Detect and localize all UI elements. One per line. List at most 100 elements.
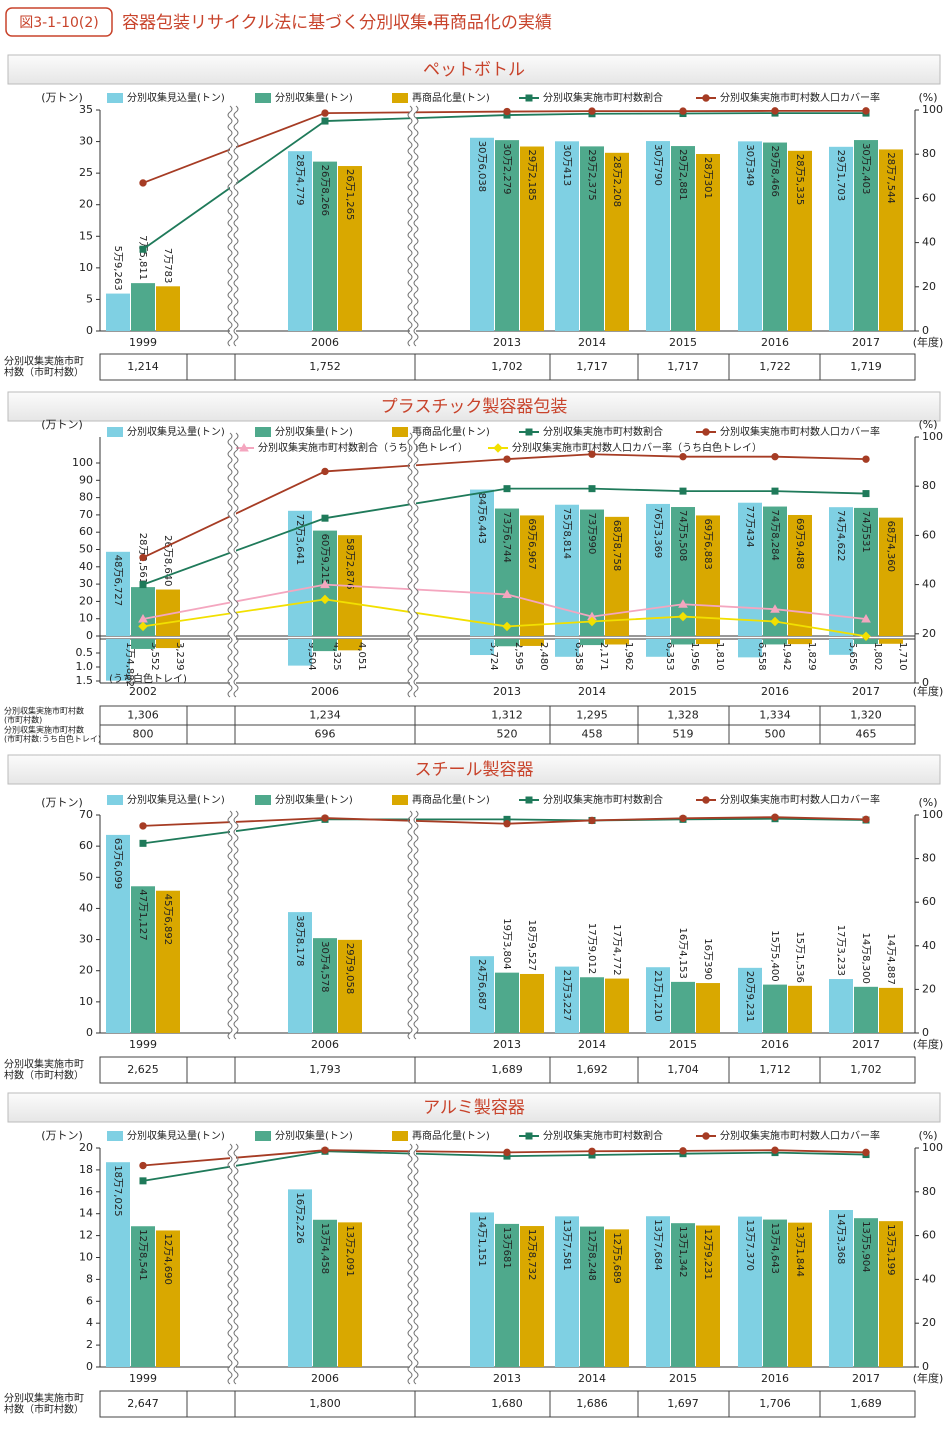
line-point — [588, 107, 596, 115]
legend-label: 分別収集量(トン) — [275, 91, 353, 104]
y-tick-label: 40 — [79, 901, 93, 914]
table-value: 1,719 — [850, 360, 882, 373]
value-label: 72万3,641 — [294, 514, 305, 565]
table-value: 1,800 — [309, 1397, 341, 1410]
table-row-label: 村数（市町村数） — [4, 1403, 84, 1416]
value-label: 20万9,231 — [744, 971, 755, 1022]
value-label: 13万1,342 — [677, 1226, 688, 1277]
bar — [788, 514, 812, 636]
table-value: 1,692 — [576, 1063, 608, 1076]
lower-bar — [646, 639, 670, 657]
bar — [763, 142, 787, 331]
legend-marker — [493, 443, 503, 453]
line-point — [771, 487, 779, 495]
axis-break — [410, 811, 416, 1039]
line-point — [771, 813, 779, 821]
legend-label: 分別収集実施市町村数割合（うち白色トレイ） — [258, 441, 468, 454]
y2-tick-label: 20 — [922, 1316, 936, 1329]
x-tick-label: 2017 — [852, 1038, 880, 1051]
value-label: 7万5,811 — [137, 235, 148, 280]
bar — [879, 987, 903, 1033]
bar — [671, 1223, 695, 1367]
line-point — [139, 1177, 147, 1185]
table-row-label: 分別収集実施市町 — [4, 355, 84, 368]
value-label: 18万7,025 — [112, 1165, 123, 1216]
legend-label: 分別収集実施市町村数人口カバー率 — [720, 425, 880, 438]
legend-label: 分別収集実施市町村数人口カバー率 — [720, 793, 880, 806]
y-tick-label: 2 — [86, 1338, 93, 1351]
line-point — [321, 814, 329, 822]
table-cell — [414, 1056, 551, 1084]
table-cell — [99, 1056, 188, 1084]
lower-value-label: 6,558 — [756, 642, 767, 671]
x-tick-label: 2015 — [669, 685, 697, 698]
legend-marker — [525, 94, 533, 102]
table-row-label: (市町村数) — [4, 715, 42, 725]
y-tick-label: 50 — [79, 543, 93, 556]
line-point — [862, 815, 870, 824]
table-cell — [234, 1390, 416, 1418]
bar — [470, 956, 494, 1033]
value-label: 7万783 — [162, 248, 173, 283]
legend-label: 分別収集見込量(トン) — [127, 91, 225, 104]
legend-label: 分別収集実施市町村数割合 — [543, 793, 663, 806]
value-label: 24万6,687 — [476, 959, 487, 1010]
x-axis-label: (年度) — [913, 1037, 944, 1051]
axis-break-line — [227, 810, 233, 1040]
table-value: 1,312 — [491, 709, 523, 722]
table-cell — [819, 724, 916, 745]
bar — [131, 1226, 155, 1367]
table-cell — [99, 353, 188, 381]
axis-break-line — [413, 432, 419, 698]
line-point — [679, 1147, 687, 1155]
value-label: 69万6,967 — [526, 518, 537, 569]
section-header — [7, 754, 941, 785]
y2-tick-label: 80 — [922, 852, 936, 865]
bar — [288, 912, 312, 1033]
lower-value-label: 9,504 — [306, 642, 317, 671]
x-axis-label: (年度) — [913, 1371, 944, 1385]
table-cell — [728, 353, 821, 381]
line-point — [139, 245, 147, 253]
line-point — [321, 109, 329, 117]
value-label: 14万3,368 — [835, 1213, 846, 1264]
y2-tick-label: 0 — [922, 1026, 929, 1039]
lower-bar — [605, 639, 629, 645]
axis-break-line — [407, 432, 413, 698]
bar — [605, 1229, 629, 1367]
lower-value-label: 1,956 — [689, 642, 700, 671]
bar — [106, 1162, 130, 1367]
legend-label: 分別収集実施市町村数人口カバー率 — [720, 1129, 880, 1142]
legend-label: 分別収集量(トン) — [275, 793, 353, 806]
value-label: 17万9,012 — [586, 923, 597, 974]
lower-value-label: 1,802 — [872, 642, 883, 671]
x-tick-label: 2002 — [129, 685, 157, 698]
y-tick-label: 80 — [79, 491, 93, 504]
bar — [495, 140, 519, 331]
table-value: 1,702 — [850, 1063, 882, 1076]
y-tick-label: 50 — [79, 870, 93, 883]
bar — [646, 967, 670, 1033]
value-label: 15万5,400 — [769, 930, 780, 981]
value-label: 47万1,127 — [137, 889, 148, 940]
y-tick-label: 10 — [79, 261, 93, 274]
legend-swatch — [255, 93, 271, 103]
bar — [555, 504, 579, 636]
x-tick-label: 2015 — [669, 1372, 697, 1385]
y2-tick-label: 100 — [922, 1141, 943, 1154]
table-cell — [234, 353, 416, 381]
bar — [580, 977, 604, 1033]
y2-tick-label: 80 — [922, 147, 936, 160]
line-point — [588, 485, 596, 493]
lower-bar — [520, 639, 544, 646]
table-value: 520 — [497, 728, 518, 741]
line-point — [502, 589, 512, 598]
y-tick-label: 0 — [86, 324, 93, 337]
figure-no-box — [5, 7, 113, 37]
line-point — [861, 614, 871, 623]
line-point — [678, 611, 688, 622]
table-row-label: 村数（市町村数） — [4, 366, 84, 379]
axis-break-line — [407, 1143, 413, 1385]
table-cell — [819, 1390, 916, 1418]
y-tick-label: 14 — [79, 1207, 93, 1220]
